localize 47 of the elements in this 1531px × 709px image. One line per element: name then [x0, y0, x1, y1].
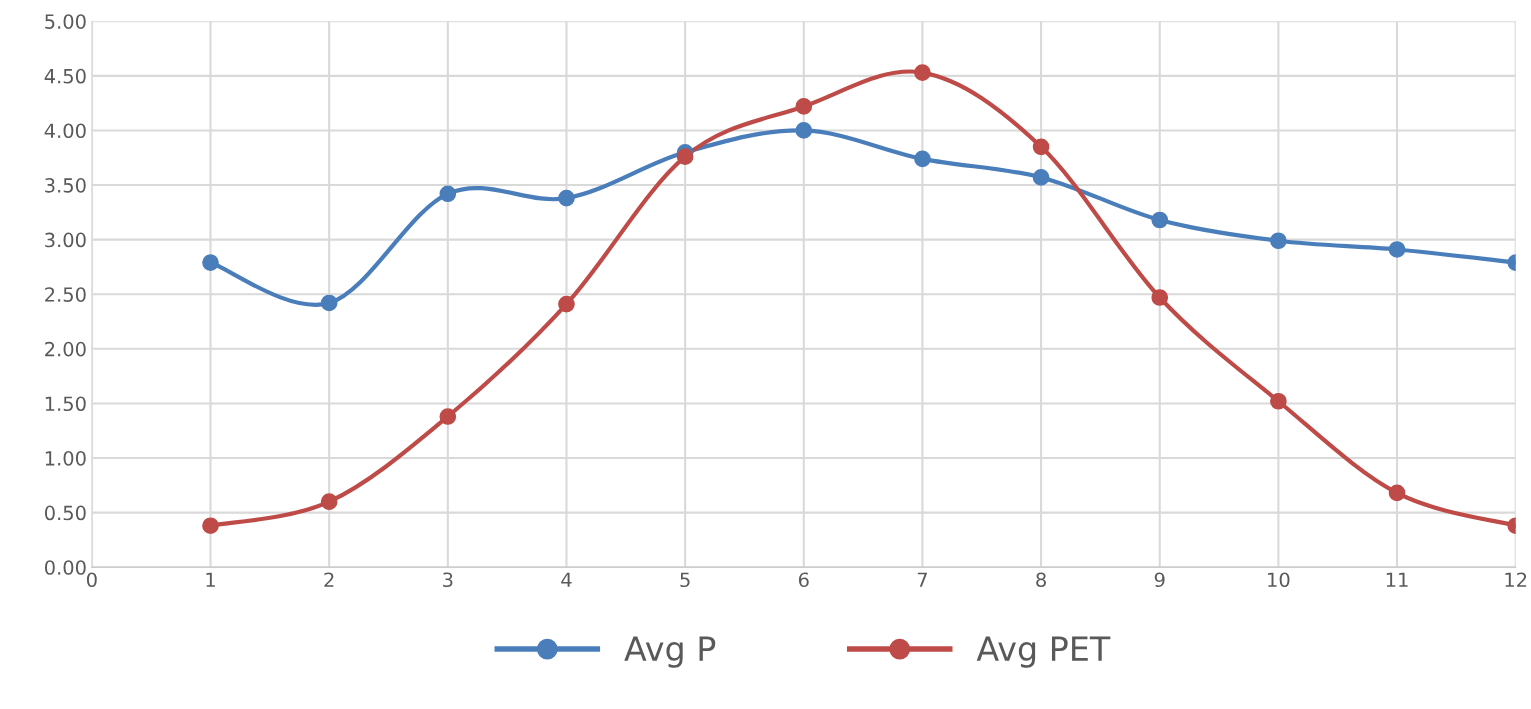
y-tick-label: 0.00	[44, 560, 86, 575]
point	[202, 254, 219, 271]
point	[558, 189, 575, 207]
y-tick-label: 3.50	[45, 178, 86, 193]
x-tick-label: 0	[86, 572, 97, 588]
y-tick-label: 1.50	[45, 396, 86, 412]
y-tick-label: 3.00	[45, 232, 86, 248]
y-tick-label: 0.50	[44, 505, 86, 521]
x-tick-label: 11	[1386, 572, 1408, 587]
point	[1270, 392, 1287, 410]
y-tick-label: 5.00	[45, 14, 86, 29]
y-tick-label: 2.50	[45, 287, 86, 302]
point	[1151, 211, 1169, 229]
legend-label: Avg PET	[976, 636, 1111, 668]
point	[439, 408, 457, 425]
x-tick-label: 12	[1505, 572, 1527, 587]
point	[1270, 232, 1287, 250]
point	[795, 98, 813, 115]
x-tick-label: 4	[561, 572, 572, 587]
y-tick-label: 2.00	[45, 341, 86, 357]
x-tick-label: 10	[1268, 572, 1290, 588]
point	[914, 64, 931, 81]
point	[320, 493, 338, 511]
y-tick-label: 4.50	[44, 68, 86, 84]
x-tick-label: 5	[680, 572, 690, 588]
x-tick-label: 9	[1154, 572, 1165, 588]
point	[795, 122, 813, 139]
y-tick-label: 1.00	[45, 450, 86, 466]
point	[558, 295, 575, 313]
point	[439, 185, 457, 203]
point	[202, 517, 219, 535]
x-tick-label: 6	[798, 572, 809, 588]
point	[914, 150, 931, 168]
x-tick-label: 8	[1036, 572, 1046, 588]
legend-label: Avg P	[624, 636, 716, 668]
point	[1032, 169, 1050, 186]
x-tick-label: 1	[206, 572, 215, 587]
point	[1388, 484, 1406, 502]
point	[676, 148, 694, 165]
y-tick-label: 4.00	[44, 123, 86, 139]
point	[1151, 289, 1169, 306]
x-tick-label: 7	[917, 572, 927, 587]
point	[320, 294, 338, 312]
x-tick-label: 2	[324, 572, 334, 587]
x-tick-label: 3	[443, 572, 453, 588]
point	[1032, 138, 1050, 156]
point	[1388, 241, 1406, 258]
